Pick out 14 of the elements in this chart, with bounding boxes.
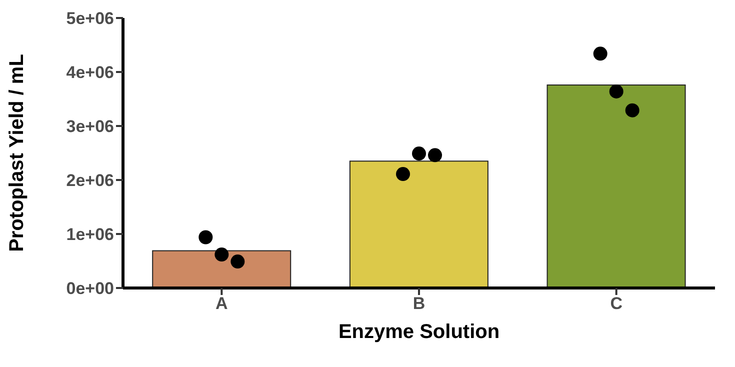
y-tick-label: 0e+00 — [66, 279, 114, 298]
y-tick-label: 4e+06 — [66, 63, 114, 82]
y-tick-label: 5e+06 — [66, 9, 114, 28]
bar — [152, 250, 292, 288]
x-tick-label: A — [216, 294, 228, 314]
y-tick-label: 1e+06 — [66, 225, 114, 244]
y-axis-title: Protoplast Yield / mL — [6, 54, 28, 252]
y-tick-label: 3e+06 — [66, 117, 114, 136]
bar — [546, 84, 686, 288]
bar — [349, 160, 488, 288]
x-axis-title: Enzyme Solution — [338, 321, 500, 343]
y-tick-label: 2e+06 — [66, 171, 114, 190]
x-tick-label: C — [610, 294, 622, 314]
x-tick-label: B — [412, 294, 426, 314]
